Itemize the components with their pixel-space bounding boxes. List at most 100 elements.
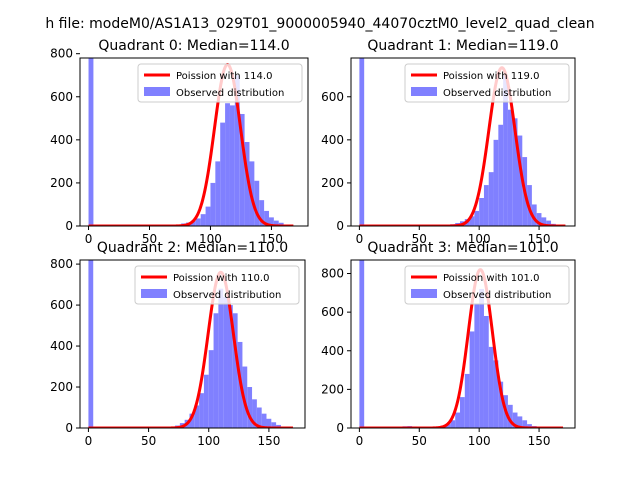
legend-label-poisson: Poission with 119.0: [443, 71, 539, 82]
x-tick-label: 150: [528, 434, 551, 448]
histogram-bar: [189, 413, 195, 428]
legend-box: [137, 63, 303, 103]
histogram-bar: [273, 220, 279, 226]
subplot-title: Quadrant 1: Median=119.0: [367, 38, 558, 54]
histogram-bar: [229, 105, 235, 226]
legend-box: [134, 265, 300, 305]
y-tick-label: 600: [50, 90, 73, 104]
legend-label-observed: Observed distribution: [443, 88, 551, 99]
x-tick-label: 0: [85, 232, 93, 246]
histogram-bar: [469, 331, 475, 428]
poisson-curve: [87, 270, 294, 428]
histogram-bar: [512, 412, 518, 428]
histogram-bar: [195, 218, 201, 226]
histogram-bar: [469, 216, 475, 226]
x-tick-label: 100: [199, 232, 222, 246]
histogram-bar: [88, 58, 94, 226]
histogram-bar: [503, 75, 508, 226]
y-tick-label: 400: [321, 133, 344, 147]
subplot-3: 0 50 100 150 0 200 400 600 800 Quadrant 3: Median…: [321, 240, 576, 448]
histogram-bar: [493, 139, 499, 226]
y-tick-label: 200: [50, 380, 73, 394]
y-tick-label: 0: [336, 219, 344, 233]
histogram-bar: [507, 109, 513, 226]
subplot-1: 0 50 100 150 0 200 400 600 Quadrant 1: Median=11…: [321, 38, 576, 246]
histogram-bar: [271, 422, 277, 428]
legend-patch-swatch: [411, 87, 437, 96]
histogram-bar: [210, 182, 216, 226]
histogram-bar: [445, 424, 451, 428]
histogram-bar: [517, 416, 523, 428]
histogram-bar: [247, 387, 253, 428]
histogram-bar: [239, 114, 245, 226]
legend-label-observed: Observed distribution: [173, 290, 281, 301]
y-tick-label: 400: [321, 344, 344, 358]
histogram-bar: [199, 393, 204, 428]
plot-area-2: [87, 260, 294, 428]
histogram-bar: [479, 198, 484, 226]
y-tick-label: 800: [50, 257, 73, 271]
x-tick-label: 150: [257, 434, 280, 448]
y-tick-label: 400: [50, 133, 73, 147]
histogram-bar: [203, 374, 209, 428]
histogram-bar: [213, 313, 219, 428]
x-tick-label: 50: [141, 434, 156, 448]
poisson-curve: [358, 66, 567, 226]
histogram-bar: [225, 103, 230, 226]
axes-frame: [350, 57, 576, 227]
x-tick-label: 0: [356, 434, 364, 448]
subplot-title: Quadrant 2: Median=110.0: [97, 240, 288, 256]
y-tick-label: 200: [50, 176, 73, 190]
axes-frame: [350, 259, 576, 429]
histogram-bar: [223, 296, 228, 428]
histogram-bar: [541, 217, 547, 226]
x-tick-label: 50: [412, 232, 427, 246]
histogram-bar: [498, 381, 504, 428]
histogram-bar: [264, 210, 269, 226]
y-tick-label: 800: [50, 47, 73, 61]
histogram-bar: [527, 424, 532, 428]
y-tick-label: 600: [321, 90, 344, 104]
histogram-bar: [259, 200, 265, 226]
histogram-bar: [276, 424, 281, 428]
histogram-bar: [464, 373, 470, 428]
axes-frame: [79, 57, 309, 227]
figure-suptitle: h file: modeM0/AS1A13_029T01_9000005940_…: [45, 16, 594, 32]
x-tick-label: 50: [142, 232, 157, 246]
histogram-bar: [522, 420, 528, 428]
histogram-bar: [517, 135, 523, 226]
axes-frame: [79, 259, 306, 429]
histogram-bar: [488, 172, 494, 226]
y-tick-label: 200: [321, 382, 344, 396]
y-tick-label: 200: [321, 176, 344, 190]
y-tick-label: 0: [65, 219, 73, 233]
histogram-bar: [254, 180, 260, 226]
y-tick-label: 600: [321, 305, 344, 319]
histogram-bar: [244, 142, 250, 226]
legend-label-observed: Observed distribution: [443, 290, 551, 301]
histogram-bar: [190, 220, 196, 226]
histogram-bar: [200, 214, 206, 226]
histogram-bar: [483, 185, 489, 226]
x-tick-label: 100: [468, 232, 491, 246]
histogram-bar: [278, 222, 284, 226]
legend-label-observed: Observed distribution: [176, 88, 284, 99]
legend-label-poisson: Poission with 110.0: [173, 273, 269, 284]
x-tick-label: 100: [468, 434, 491, 448]
histogram-bar: [227, 305, 233, 428]
histogram-bar: [268, 217, 274, 226]
histogram-bar: [252, 399, 257, 428]
subplot-title: Quadrant 0: Median=114.0: [98, 38, 289, 54]
subplot-title: Quadrant 3: Median=101.0: [367, 240, 558, 256]
subplot-2: 0 50 100 150 0 200 400 600 800 Quadrant 2: Median…: [50, 240, 306, 448]
legend-box: [404, 63, 570, 103]
x-tick-label: 0: [85, 434, 93, 448]
subplot-0: 0 50 100 150 0 200 400 600 800 Quadrant 0: Median…: [50, 38, 309, 246]
legend-label-poisson: Poission with 101.0: [443, 273, 539, 284]
histogram-bar: [507, 404, 513, 428]
histogram-bar: [493, 360, 499, 428]
histogram-bar: [498, 124, 504, 226]
plot-area-1: [358, 58, 567, 226]
histogram-bar: [194, 405, 200, 428]
